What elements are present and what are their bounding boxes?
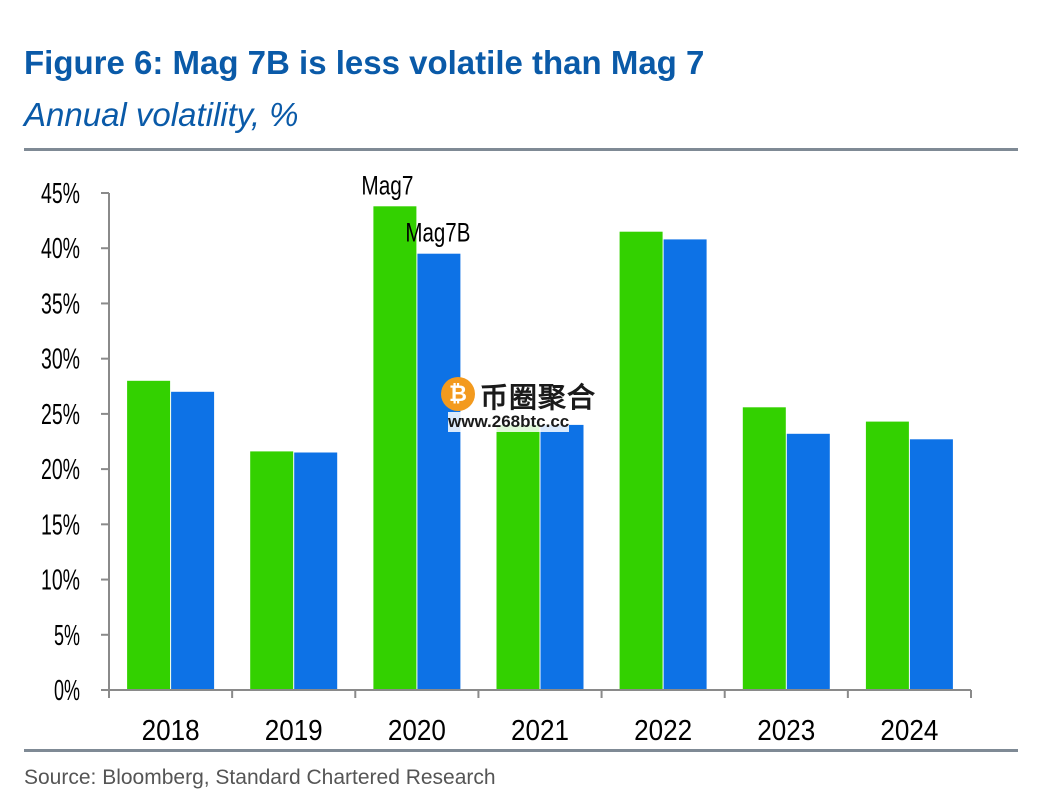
bar-mag7b-2023 [786,433,830,690]
bar-mag7b-2018 [171,391,215,690]
watermark: ₿ 币圈聚合 www.268btc.cc [440,376,600,434]
bar-chart: 0% 5% 10% 15% 20% 25% 30% 35% 40% 45% 2018 2019 2020… [41,170,972,747]
x-tick-label-2021: 2021 [511,715,569,747]
bar-mag7b-2021 [540,424,584,690]
y-tick-label-35: 35% [41,288,80,320]
series-label-mag7: Mag7 [361,170,413,200]
bar-mag7-2020 [373,206,417,691]
watermark-brand: 币圈聚合 [480,382,597,413]
bar-mag7-2018 [127,380,171,690]
x-tick-label-2023: 2023 [757,715,815,747]
y-tick-label-15: 15% [41,509,80,541]
watermark-url: www.268btc.cc [448,412,570,432]
chart-title: Figure 6: Mag 7B is less volatile than M… [24,44,705,81]
y-tick-label-40: 40% [41,233,80,265]
bar-mag7-2022 [619,231,663,690]
x-tick-label-2020: 2020 [388,715,446,747]
x-tick-label-2019: 2019 [265,715,323,747]
bar-mag7b-2019 [294,452,338,690]
top-divider [24,148,1018,151]
chart-subtitle: Annual volatility, % [24,96,299,133]
bottom-divider [24,749,1018,752]
x-tick-label-2022: 2022 [634,715,692,747]
bar-mag7b-2024 [909,439,953,690]
bar-mag7-2023 [742,407,786,690]
bar-mag7b-2020 [417,253,461,690]
bitcoin-coin-icon: ₿ [441,377,475,411]
x-tick-label-2018: 2018 [142,715,200,747]
bar-mag7-2024 [865,421,909,690]
y-tick-label-5: 5% [54,620,80,652]
series-label-mag7b: Mag7B [405,218,470,248]
y-tick-label-30: 30% [41,344,80,376]
y-tick-label-45: 45% [41,178,80,210]
source-note: Source: Bloomberg, Standard Chartered Re… [24,766,496,789]
bar-mag7-2021 [496,424,540,690]
y-tick-label-0: 0% [54,675,80,707]
bar-mag7-2019 [250,451,294,690]
x-tick-label-2024: 2024 [880,715,938,747]
y-tick-label-10: 10% [41,565,80,597]
y-tick-label-20: 20% [41,454,80,486]
bar-mag7b-2022 [663,239,707,690]
y-tick-label-25: 25% [41,399,80,431]
